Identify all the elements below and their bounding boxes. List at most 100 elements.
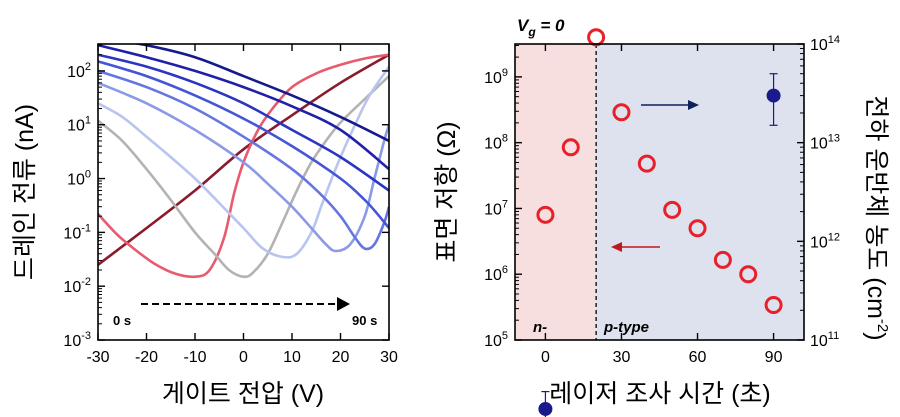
left-y-tick-label-3-base: 10 [67, 172, 85, 189]
left-y-tick-label-4: 101 [67, 115, 91, 135]
right-left-y-tick-label-3-base: 10 [484, 136, 502, 153]
right-x-tick-label-0: 0 [541, 349, 550, 366]
left-y-tick-label-1: 10-2 [63, 276, 91, 296]
left-curves [98, 44, 389, 279]
right-plot-frame [514, 43, 805, 341]
right-right-y-axis-label: 전하 운반체 농도 (cm-2) [862, 95, 891, 340]
transfer-curve-6 [98, 60, 389, 229]
right-left-y-tick-label-0-exp: 5 [502, 330, 508, 342]
resistance-point-4 [637, 154, 656, 173]
left-series-group [98, 44, 389, 279]
resistance-point-2 [587, 28, 606, 47]
right-right-y-tick-label-1: 1012 [810, 231, 840, 251]
left-y-axis-label: 드레인 전류 (nA) [11, 104, 39, 280]
left-y-tick-label-3: 100 [67, 169, 91, 189]
left-y-tick-label-1-exp: -2 [81, 276, 91, 288]
right-x-tick-label-1: 30 [613, 349, 631, 366]
right-left-y-tick-label-1-exp: 6 [502, 264, 508, 276]
left-x-axis-label: 게이트 전압 (V) [162, 380, 324, 408]
left-y-tick-label-4-base: 10 [67, 118, 85, 135]
right-y-label-end: ) [862, 332, 890, 340]
left-x-tick-label-1: -20 [135, 349, 158, 366]
transfer-curve-0 [98, 53, 389, 266]
left-y-tick-label-0-base: 10 [63, 333, 81, 350]
right-right-y-tick-label-2-base: 10 [810, 136, 828, 153]
left-x-tick-label-0: -30 [86, 349, 109, 366]
transfer-curve-9 [132, 44, 389, 143]
transfer-curve-5 [98, 69, 389, 251]
transfer-curve-8 [98, 44, 389, 171]
title-main: V [517, 16, 530, 35]
right-right-y-tick-label-2: 1013 [810, 133, 840, 153]
left-y-tick-label-5-exp: 2 [85, 61, 91, 73]
resistance-point-5 [663, 200, 682, 219]
resistance-point-8 [739, 265, 758, 284]
right-left-y-tick-label-3-exp: 8 [502, 133, 508, 145]
left-x-tick-label-3: 0 [239, 349, 248, 366]
time-end-label: 90 s [352, 313, 377, 328]
right-left-y-tick-label-0-base: 10 [484, 333, 502, 350]
left-y-tick-label-1-base: 10 [63, 279, 81, 296]
resistance-point-6 [688, 219, 707, 238]
right-x-axis-label: 레이저 조사 시간 (초) [549, 380, 771, 408]
title-subscript: g [527, 25, 536, 39]
left-x-tick-label-6: 30 [380, 349, 398, 366]
red-arrow-head [611, 242, 622, 252]
left-y-tick-label-5-base: 10 [67, 64, 85, 81]
resistance-point-3 [612, 103, 631, 122]
gate-voltage-title: Vg = 0 [517, 16, 565, 39]
right-left-y-tick-label-2: 107 [484, 198, 508, 218]
right-right-y-tick-label-1-exp: 12 [828, 231, 840, 243]
transfer-curve-1 [98, 53, 389, 279]
right-left-y-tick-label-2-base: 10 [484, 201, 502, 218]
right-right-y-tick-label-3: 1014 [810, 34, 840, 54]
transfer-curve-2 [98, 75, 389, 279]
right-x-ticks: 0 30 60 90 [541, 44, 783, 366]
left-x-tick-label-5: 20 [332, 349, 350, 366]
right-left-y-tick-label-4-exp: 9 [502, 67, 508, 79]
left-y-tick-label-0-exp: -3 [81, 330, 91, 342]
right-y-label-sup: -2 [874, 319, 891, 332]
resistance-point-1 [561, 138, 580, 157]
resistance-point-0 [536, 205, 555, 224]
blue-arrow-head [688, 100, 699, 110]
right-left-y-axis-label: 표면 저항 (Ω) [433, 121, 461, 262]
right-right-y-tick-label-3-exp: 14 [828, 34, 840, 46]
right-left-y-tick-label-0: 105 [484, 330, 508, 350]
left-y-tick-label-3-exp: 0 [85, 169, 91, 181]
right-right-y-tick-label-1-base: 10 [810, 234, 828, 251]
time-start-label: 0 s [113, 313, 131, 328]
left-x-tick-label-4: 10 [283, 349, 301, 366]
left-y-tick-label-2-exp: -1 [81, 222, 91, 234]
resistance-point-9 [764, 296, 783, 315]
left-y-tick-label-2-base: 10 [63, 225, 81, 242]
time-arrow-head [337, 297, 350, 311]
right-x-tick-label-2: 60 [689, 349, 707, 366]
right-right-y-tick-label-0-base: 10 [810, 333, 828, 350]
p-region-shading [596, 44, 804, 340]
transfer-curve-4 [98, 81, 389, 253]
right-left-y-tick-label-4-base: 10 [484, 70, 502, 87]
right-left-y-tick-label-2-exp: 7 [502, 198, 508, 210]
right-right-y-tick-label-2-exp: 13 [828, 133, 840, 145]
right-right-y-tick-label-0-exp: 11 [828, 330, 839, 342]
n-region-shading [515, 44, 597, 340]
right-points-group [536, 28, 783, 417]
n-region-label: n- [533, 319, 547, 336]
left-x-ticks: -30 -20 -10 0 10 20 30 [86, 44, 398, 366]
p-region-label: p-type [603, 319, 649, 336]
right-left-y-tick-label-1-base: 10 [484, 267, 502, 284]
right-right-y-tick-label-3-base: 10 [810, 37, 828, 54]
resistance-point-7 [713, 250, 732, 269]
right-left-y-tick-label-1: 106 [484, 264, 508, 284]
right-y-label-main: 전하 운반체 농도 (cm [862, 95, 890, 319]
right-x-tick-label-3: 90 [765, 349, 783, 366]
left-y-tick-label-4-exp: 1 [85, 115, 91, 127]
right-left-y-tick-label-4: 109 [484, 67, 508, 87]
title-rest: = 0 [536, 16, 565, 35]
